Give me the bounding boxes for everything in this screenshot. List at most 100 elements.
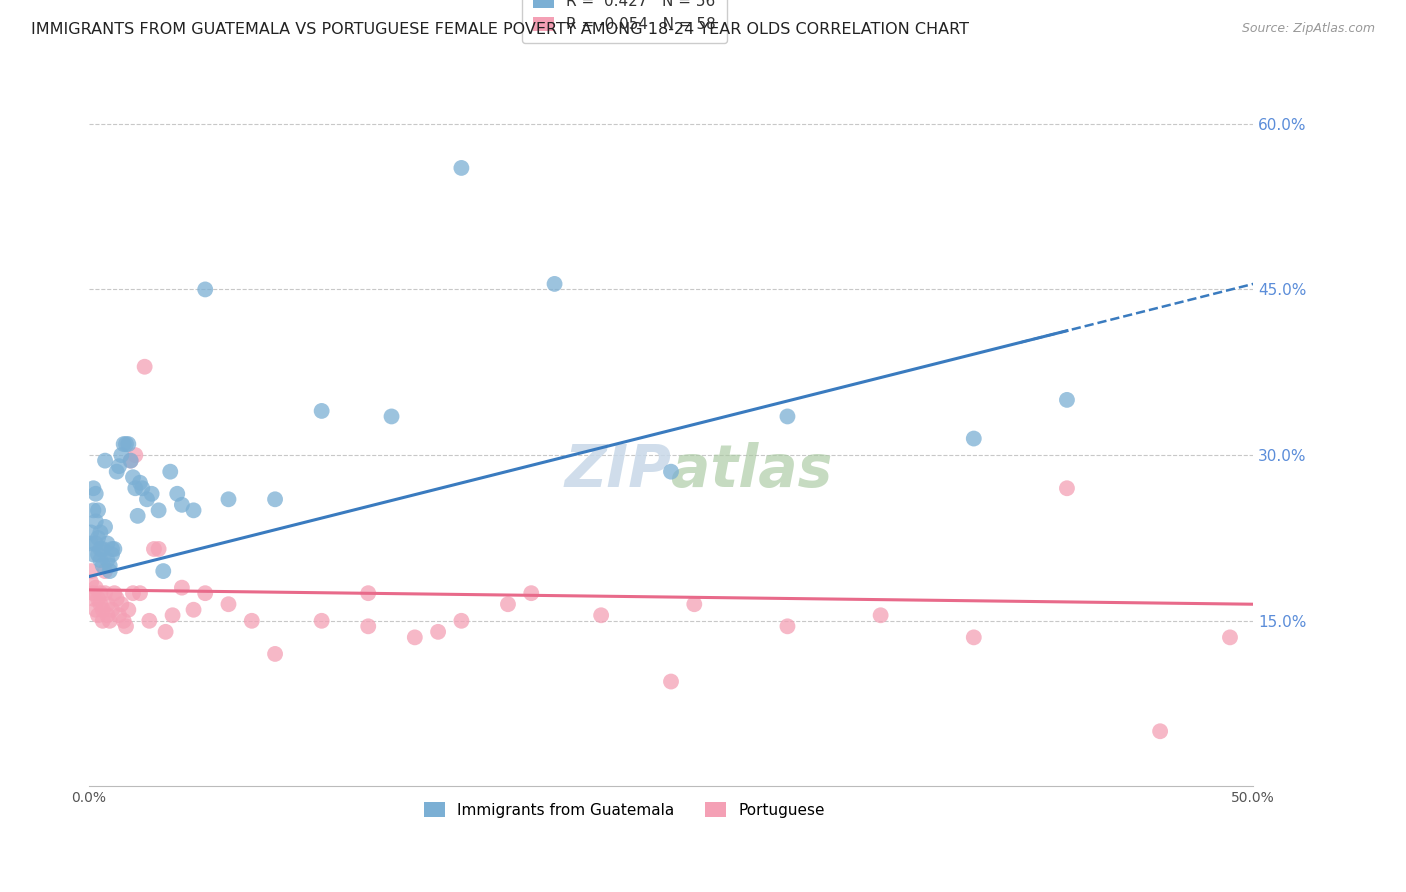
Point — [194, 586, 217, 600]
Point — [194, 282, 217, 296]
Point — [963, 631, 986, 645]
Point — [141, 487, 163, 501]
Point — [98, 614, 121, 628]
Point — [450, 161, 472, 175]
Point — [218, 597, 240, 611]
Point — [117, 437, 139, 451]
Point — [380, 409, 402, 424]
Point — [80, 536, 103, 550]
Point — [98, 564, 121, 578]
Text: ZIP: ZIP — [564, 442, 671, 500]
Point — [89, 541, 111, 556]
Point — [87, 503, 110, 517]
Point — [84, 581, 107, 595]
Point — [120, 453, 142, 467]
Point — [80, 525, 103, 540]
Point — [264, 492, 287, 507]
Point — [124, 448, 146, 462]
Text: IMMIGRANTS FROM GUATEMALA VS PORTUGUESE FEMALE POVERTY AMONG 18-24 YEAR OLDS COR: IMMIGRANTS FROM GUATEMALA VS PORTUGUESE … — [31, 22, 969, 37]
Point — [357, 619, 380, 633]
Point — [776, 409, 799, 424]
Point — [80, 575, 103, 590]
Point — [96, 608, 118, 623]
Point — [127, 508, 149, 523]
Point — [129, 586, 152, 600]
Point — [122, 586, 145, 600]
Point — [659, 674, 682, 689]
Point — [591, 608, 613, 623]
Point — [520, 586, 543, 600]
Point — [91, 603, 114, 617]
Point — [659, 465, 682, 479]
Point — [142, 541, 165, 556]
Point — [82, 591, 104, 606]
Point — [170, 498, 193, 512]
Point — [1219, 631, 1241, 645]
Point — [82, 548, 104, 562]
Point — [94, 453, 117, 467]
Point — [82, 481, 104, 495]
Point — [98, 558, 121, 573]
Point — [84, 603, 107, 617]
Point — [683, 597, 706, 611]
Point — [84, 515, 107, 529]
Text: Source: ZipAtlas.com: Source: ZipAtlas.com — [1241, 22, 1375, 36]
Point — [134, 359, 156, 374]
Point — [84, 536, 107, 550]
Point — [427, 624, 450, 639]
Point — [108, 459, 131, 474]
Point — [155, 624, 177, 639]
Point — [162, 608, 184, 623]
Point — [166, 487, 188, 501]
Point — [776, 619, 799, 633]
Point — [124, 481, 146, 495]
Point — [152, 564, 174, 578]
Point — [136, 492, 159, 507]
Point — [103, 541, 125, 556]
Point — [101, 548, 124, 562]
Point — [94, 586, 117, 600]
Point — [101, 541, 124, 556]
Point — [1056, 481, 1078, 495]
Point — [105, 465, 128, 479]
Point — [110, 448, 132, 462]
Point — [91, 541, 114, 556]
Point — [1149, 724, 1171, 739]
Point — [450, 614, 472, 628]
Point — [108, 608, 131, 623]
Point — [869, 608, 891, 623]
Point — [89, 525, 111, 540]
Point — [115, 437, 138, 451]
Point — [357, 586, 380, 600]
Point — [112, 437, 135, 451]
Point — [148, 503, 170, 517]
Point — [131, 481, 153, 495]
Point — [87, 548, 110, 562]
Point — [170, 581, 193, 595]
Point — [87, 608, 110, 623]
Point — [82, 503, 104, 517]
Point — [91, 614, 114, 628]
Point — [117, 603, 139, 617]
Point — [183, 503, 205, 517]
Point — [110, 597, 132, 611]
Point — [218, 492, 240, 507]
Point — [105, 591, 128, 606]
Point — [496, 597, 519, 611]
Point — [96, 597, 118, 611]
Point — [264, 647, 287, 661]
Point — [120, 453, 142, 467]
Point — [103, 586, 125, 600]
Point — [183, 603, 205, 617]
Point — [543, 277, 565, 291]
Text: atlas: atlas — [671, 442, 832, 500]
Point — [91, 558, 114, 573]
Point — [96, 553, 118, 567]
Point — [148, 541, 170, 556]
Point — [96, 536, 118, 550]
Point — [112, 614, 135, 628]
Point — [115, 619, 138, 633]
Point — [89, 553, 111, 567]
Point — [122, 470, 145, 484]
Point — [404, 631, 426, 645]
